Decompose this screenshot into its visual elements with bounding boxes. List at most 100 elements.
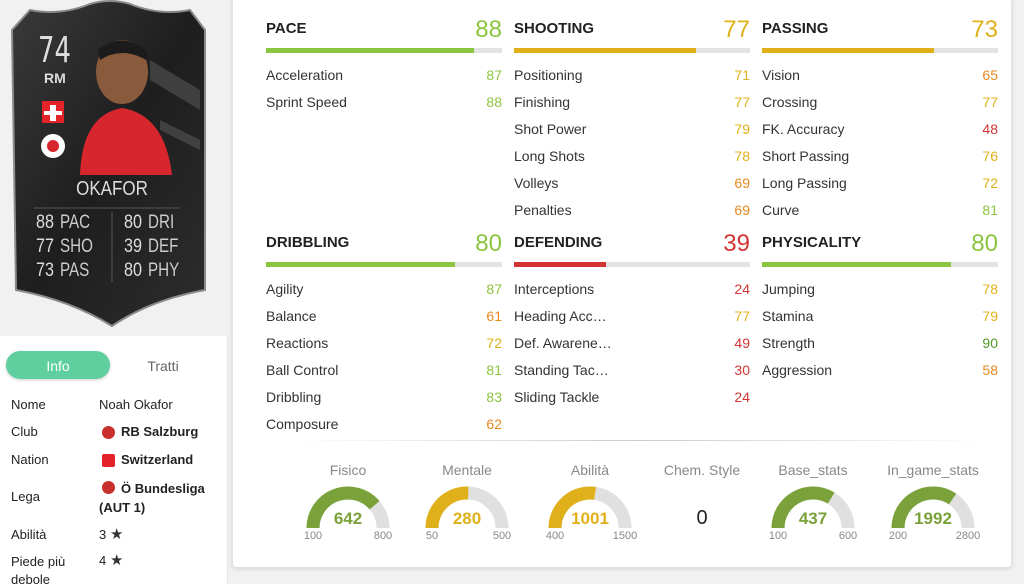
gauge-max: 2800 [955,530,981,542]
attribute-name: Positioning [514,67,583,83]
card-stat-label: DRI [148,212,175,233]
group-name: SHOOTING [514,20,595,37]
gauge-max: 1500 [612,530,638,542]
attribute-value: 90 [982,335,998,351]
attribute-value: 30 [734,362,750,378]
card-position: RM [44,70,66,86]
card-stat-value: 73 [36,260,54,281]
tab-label: Info [46,358,70,374]
attribute-name: Jumping [762,281,815,297]
card-stat-value: 88 [36,212,54,233]
attribute-value: 24 [734,281,750,297]
attribute-name: Crossing [762,94,818,110]
gauge-max: 800 [373,530,393,542]
group-name: PACE [266,20,307,37]
info-label: Nome [11,397,46,412]
attribute-value: 72 [486,335,502,351]
attribute-name: Heading Acc… [514,308,607,324]
attribute-name: Strength [762,335,815,351]
gauge-value: 437 [798,509,828,528]
bar-fill [266,48,474,53]
attribute-name: Sprint Speed [266,94,347,110]
attribute-name: Shot Power [514,121,587,137]
attribute-value: 88 [486,94,502,110]
card-stat-label: DEF [148,236,179,257]
info-label: Nation [11,452,49,467]
attribute-name: Interceptions [514,281,595,297]
attribute-name: Vision [762,67,800,83]
gauge-label: Chem. Style [663,462,741,478]
attribute-value: 48 [982,121,998,137]
gauge-min: 200 [888,530,908,542]
attribute-name: Reactions [266,335,329,351]
attribute-value: 77 [982,94,998,110]
attribute-name: Curve [762,202,800,218]
attribute-value: 87 [486,281,502,297]
attribute-name: Acceleration [266,67,344,83]
group-value: 88 [475,16,502,43]
attribute-value: 65 [982,67,998,83]
attribute-name: Long Shots [514,148,585,164]
gauge-label: Abilità [570,462,610,478]
card-stat-label: PAC [60,212,91,233]
card-stat-label: SHO [60,236,93,257]
gauge-value: 1001 [571,509,609,528]
bar-fill [762,262,951,267]
gauge-min: 400 [545,530,565,542]
group-value: 80 [971,230,998,257]
attribute-value: 76 [982,148,998,164]
attribute-name: Agility [266,281,304,297]
gauge-label: Fisico [329,462,367,478]
card-rating: 74 [38,30,71,71]
group-value: 80 [475,230,502,257]
attribute-name: Def. Awarene… [514,335,612,351]
attribute-value: 24 [734,389,750,405]
attribute-name: Composure [266,416,339,432]
attribute-value: 61 [486,308,502,324]
tab-active[interactable] [6,351,110,379]
star-icon: ★ [110,551,124,569]
bar-track [514,262,750,267]
gauge-max: 500 [492,530,512,542]
gauge-min: 50 [425,530,439,542]
divider [290,440,990,441]
attribute-name: Stamina [762,308,814,324]
info-value: Noah Okafor [99,397,173,412]
info-icon [102,481,115,494]
info-label: Club [11,424,38,439]
attribute-value: 49 [734,335,750,351]
bar-fill [266,262,455,267]
stats-panel [232,0,1012,568]
star-icon: ★ [110,525,124,543]
attribute-value: 77 [734,308,750,324]
attribute-value: 62 [486,416,502,432]
attribute-name: Short Passing [762,148,850,164]
info-value: RB Salzburg [121,424,199,439]
attribute-name: Penalties [514,202,572,218]
attribute-name: Finishing [514,94,571,110]
gauge-label: Base_stats [778,462,848,478]
group-name: DEFENDING [514,234,603,251]
info-value: 3 [99,527,107,542]
gauge-value: 1992 [914,509,952,528]
bar-fill [514,262,607,267]
gauge-min: 100 [303,530,323,542]
attribute-value: 78 [982,281,998,297]
group-name: PASSING [762,20,829,37]
attribute-name: Volleys [514,175,559,191]
attribute-name: Balance [266,308,317,324]
info-icon [102,454,115,467]
gauge-label: Mentale [442,462,492,478]
group-name: PHYSICALITY [762,234,862,251]
gauge-value: 280 [452,509,482,528]
tab-label[interactable]: Tratti [147,358,179,374]
info-value: Ö Bundesliga (AUT 1) [99,481,205,515]
card-stat-value: 80 [124,260,142,281]
attribute-name: Long Passing [762,175,847,191]
attribute-value: 77 [734,94,750,110]
attribute-name: Ball Control [266,362,339,378]
attribute-name: FK. Accuracy [762,121,845,137]
attribute-value: 87 [486,67,502,83]
attribute-name: Standing Tac… [514,362,609,378]
